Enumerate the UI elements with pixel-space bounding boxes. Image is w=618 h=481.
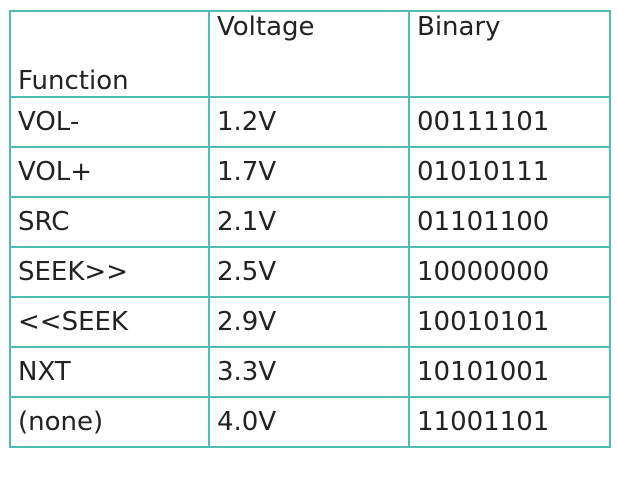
voltage-cell: 4.0V xyxy=(208,396,410,448)
voltage-cell: 2.1V xyxy=(208,196,410,248)
voltage-cell: 2.5V xyxy=(208,246,410,298)
function-cell: SEEK>> xyxy=(9,246,210,298)
function-cell: VOL+ xyxy=(9,146,210,198)
table-row: VOL+ 1.7V 01010111 xyxy=(9,146,611,198)
table-row: VOL- 1.2V 00111101 xyxy=(9,96,611,148)
voltage-cell: 1.2V xyxy=(208,96,410,148)
header-function: Function xyxy=(9,10,210,98)
table-row: <<SEEK 2.9V 10010101 xyxy=(9,296,611,348)
binary-cell: 10101001 xyxy=(408,346,611,398)
binary-cell: 11001101 xyxy=(408,396,611,448)
voltage-cell: 3.3V xyxy=(208,346,410,398)
voltage-cell: 1.7V xyxy=(208,146,410,198)
table-row: SRC 2.1V 01101100 xyxy=(9,196,611,248)
binary-cell: 01101100 xyxy=(408,196,611,248)
binary-cell: 00111101 xyxy=(408,96,611,148)
table-row: (none) 4.0V 11001101 xyxy=(9,396,611,448)
function-cell: <<SEEK xyxy=(9,296,210,348)
header-binary: Binary xyxy=(408,10,611,98)
binary-cell: 01010111 xyxy=(408,146,611,198)
function-cell: NXT xyxy=(9,346,210,398)
voltage-cell: 2.9V xyxy=(208,296,410,348)
binary-cell: 10000000 xyxy=(408,246,611,298)
table-row: SEEK>> 2.5V 10000000 xyxy=(9,246,611,298)
function-cell: SRC xyxy=(9,196,210,248)
function-cell: (none) xyxy=(9,396,210,448)
function-cell: VOL- xyxy=(9,96,210,148)
header-row: Function Voltage Binary xyxy=(9,10,611,98)
header-voltage: Voltage xyxy=(208,10,410,98)
function-voltage-table: Function Voltage Binary VOL- 1.2V 001111… xyxy=(9,10,611,448)
binary-cell: 10010101 xyxy=(408,296,611,348)
table-row: NXT 3.3V 10101001 xyxy=(9,346,611,398)
